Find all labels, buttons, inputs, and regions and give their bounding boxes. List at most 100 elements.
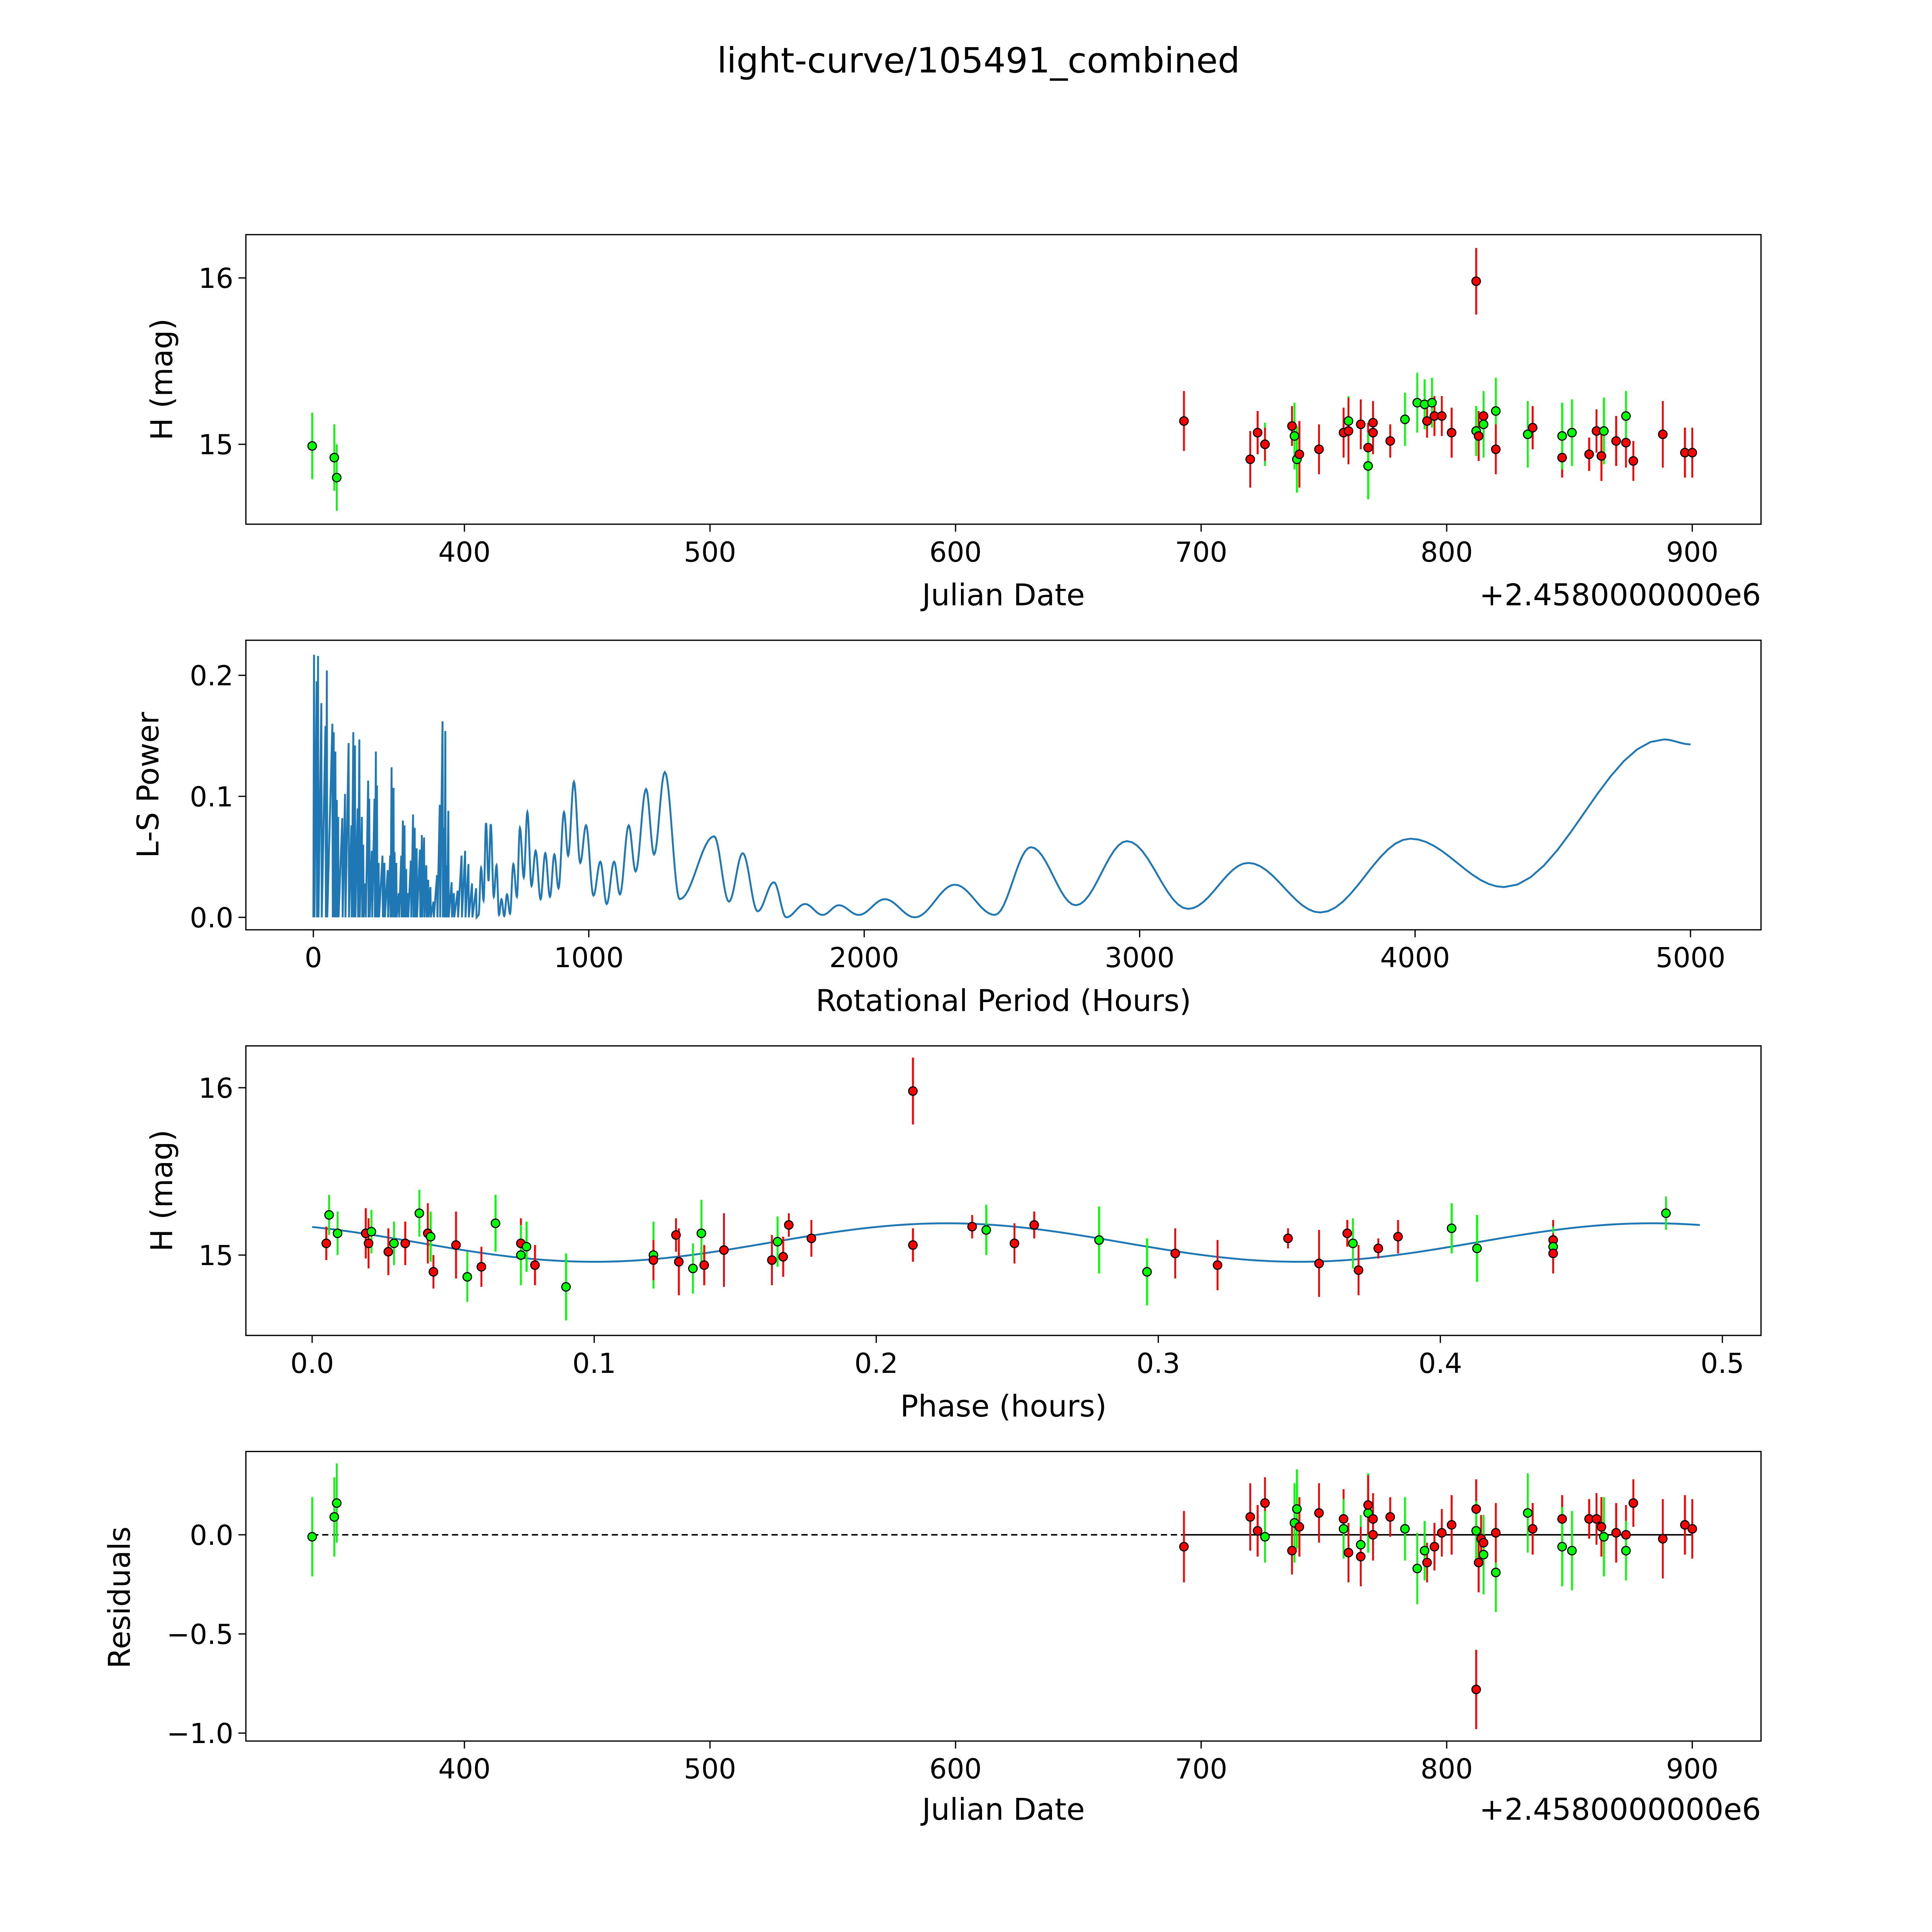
data-point-red	[908, 1240, 918, 1250]
data-point-red	[476, 1262, 486, 1272]
data-point-red	[400, 1238, 410, 1248]
y-tick-label: 15	[199, 1240, 233, 1272]
data-point-green	[332, 1498, 342, 1508]
data-point-green	[1621, 1546, 1631, 1556]
data-point-red	[1478, 1538, 1488, 1548]
data-point-green	[1523, 429, 1533, 439]
data-point-red	[1170, 1248, 1180, 1259]
data-point-red	[429, 1267, 439, 1277]
data-point-green	[688, 1264, 698, 1274]
data-point-green	[522, 1242, 532, 1252]
data-point-red	[1491, 1528, 1501, 1538]
data-point-red	[1528, 1524, 1537, 1534]
lightcurve-plot-area	[307, 248, 1697, 511]
data-point-red	[1474, 1558, 1484, 1568]
y-tick-label: 0.1	[190, 781, 233, 813]
data-point-red	[1368, 418, 1378, 428]
sinusoid-fit-line	[312, 1222, 1700, 1263]
data-point-red	[1373, 1243, 1383, 1253]
data-point-red	[1314, 1508, 1324, 1518]
data-point-red	[1422, 1558, 1432, 1568]
data-point-red	[806, 1233, 816, 1243]
data-point-red	[908, 1086, 918, 1096]
data-point-green	[696, 1228, 706, 1238]
x-tick-label: 0.5	[1701, 1347, 1744, 1379]
data-point-red	[1491, 444, 1501, 454]
data-point-green	[307, 1532, 317, 1542]
data-point-red	[1029, 1220, 1039, 1230]
data-point-green	[324, 1210, 334, 1220]
x-tick-label: 400	[438, 1753, 491, 1785]
data-point-red	[1342, 1228, 1352, 1238]
data-point-red	[451, 1240, 461, 1250]
residuals-plot-area	[307, 1463, 1697, 1730]
data-point-red	[1422, 416, 1432, 426]
data-point-green	[1260, 1532, 1270, 1542]
x-tick-label: 500	[684, 536, 736, 568]
data-point-red	[1354, 1265, 1364, 1275]
x-tick-label: 0.3	[1136, 1347, 1180, 1379]
y-tick-label: 0.0	[190, 1519, 233, 1551]
x-tick-label: 700	[1175, 1753, 1228, 1785]
data-point-red	[1621, 438, 1631, 447]
data-point-green	[1557, 431, 1567, 441]
data-point-green	[333, 1228, 342, 1238]
data-point-red	[1628, 1498, 1638, 1508]
residuals-ylabel: Residuals	[102, 1527, 137, 1669]
phased-panel: Phase (hours) H (mag) 0.0 0.1 0.2 0.3 0.4 0.5…	[145, 1045, 1762, 1424]
data-point-green	[1292, 1504, 1302, 1514]
x-tick-label: 900	[1666, 536, 1719, 568]
data-point-red	[1596, 1522, 1606, 1532]
data-point-red	[1245, 454, 1255, 464]
data-point-red	[1687, 447, 1697, 457]
y-tick-label: 15	[199, 429, 233, 461]
data-point-red	[648, 1255, 658, 1265]
data-point-red	[1393, 1232, 1403, 1242]
data-point-red	[1009, 1238, 1019, 1248]
data-point-green	[1557, 1542, 1567, 1552]
data-point-green	[1599, 426, 1609, 436]
lightcurve-xlabel: Julian Date	[920, 578, 1085, 613]
data-point-red	[1356, 1552, 1366, 1561]
data-point-green	[772, 1237, 782, 1247]
data-point-red	[1179, 1542, 1189, 1552]
data-point-red	[767, 1255, 777, 1265]
y-tick-label: −1.0	[167, 1718, 233, 1750]
data-point-red	[383, 1247, 393, 1257]
data-point-green	[1478, 1549, 1488, 1560]
data-point-green	[1523, 1508, 1533, 1518]
data-point-red	[1260, 1498, 1270, 1508]
data-point-red	[1344, 426, 1354, 436]
residuals-axes-frame	[245, 1451, 1762, 1742]
data-point-green	[561, 1282, 571, 1292]
data-point-red	[1260, 439, 1270, 449]
data-point-green	[1363, 461, 1373, 471]
data-point-green	[332, 473, 342, 483]
data-point-red	[1471, 276, 1481, 286]
data-point-red	[1287, 421, 1297, 431]
data-point-red	[1429, 1542, 1439, 1552]
data-point-red	[1245, 1512, 1255, 1522]
y-tick-label: −0.5	[167, 1618, 233, 1650]
periodogram-xlabel: Rotational Period (Hours)	[816, 983, 1191, 1018]
residuals-panel: Julian Date +2.4580000000e6 Residuals 40…	[102, 1451, 1762, 1827]
lightcurve-ylabel: H (mag)	[145, 318, 180, 440]
data-point-red	[1596, 451, 1606, 461]
data-point-green	[414, 1208, 424, 1218]
residuals-xlabel: Julian Date	[920, 1792, 1085, 1827]
data-point-green	[1344, 416, 1354, 426]
x-tick-label: 2000	[829, 942, 899, 974]
data-point-green	[1400, 1524, 1410, 1534]
x-tick-label: 900	[1666, 1753, 1719, 1785]
power-spectrum-line	[312, 655, 1691, 920]
data-point-green	[1289, 431, 1299, 441]
lightcurve-axes-frame	[245, 234, 1762, 525]
data-point-red	[1447, 1520, 1457, 1530]
data-point-red	[778, 1252, 788, 1262]
data-point-red	[699, 1260, 709, 1270]
periodogram-plot-area	[312, 655, 1691, 920]
periodogram-panel: Rotational Period (Hours) L-S Power 0 100…	[131, 639, 1762, 1018]
data-point-red	[1528, 423, 1537, 433]
data-point-green	[1661, 1208, 1671, 1218]
data-point-red	[1680, 1520, 1690, 1530]
